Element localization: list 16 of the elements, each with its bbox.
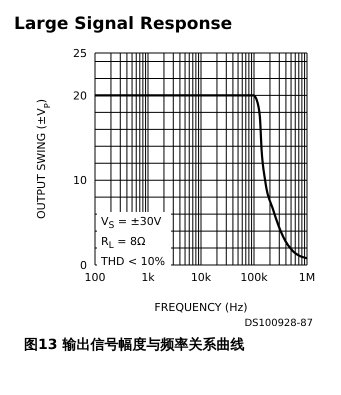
x-tick-label: 1M	[298, 270, 316, 284]
y-tick-label: 0	[80, 258, 87, 272]
text: DS100928-87	[244, 318, 313, 329]
y-tick-label: 25	[73, 46, 87, 60]
chart-title: Large Signal Response	[14, 14, 232, 34]
x-tick-label: 1k	[141, 270, 156, 284]
caption: 图13 输出信号幅度与频率关系曲线	[24, 336, 246, 354]
x-tick-label: 100k	[240, 270, 268, 284]
x-tick-label: 100	[84, 270, 106, 284]
annotation: THD < 10%	[101, 254, 166, 270]
y-tick-label: 10	[73, 174, 87, 188]
x-axis-title: FREQUENCY (Hz)	[154, 301, 248, 314]
annotation: V$_{S}$ = ±30V	[101, 214, 162, 234]
y-tick-label: 20	[73, 89, 87, 102]
x-tick-label: 10k	[190, 270, 212, 284]
annotation: R$_{L}$ = 8Ω	[101, 234, 146, 254]
